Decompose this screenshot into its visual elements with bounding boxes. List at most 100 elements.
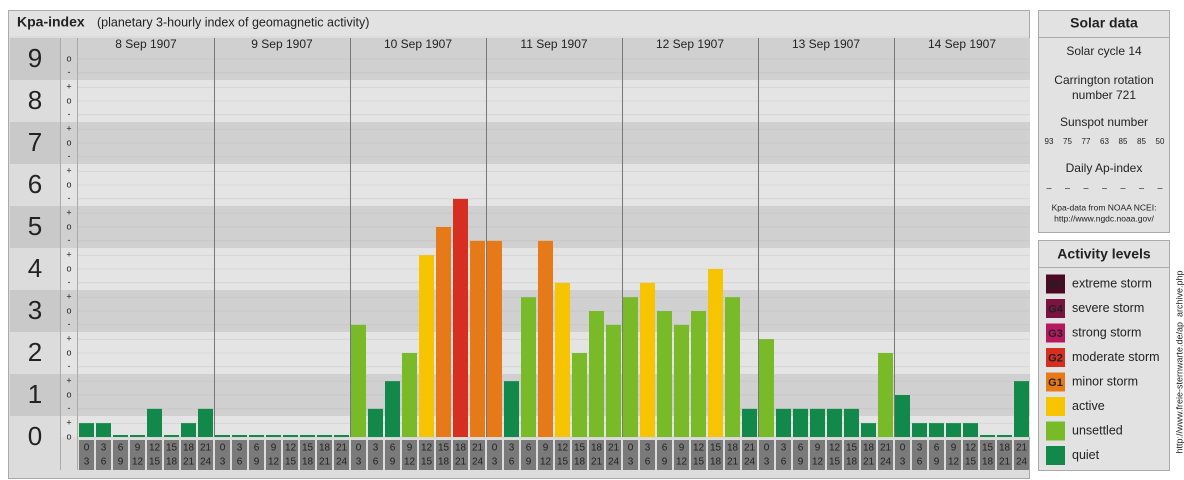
- hour-end: 21: [319, 457, 331, 468]
- legend-swatch: [1046, 446, 1065, 465]
- hour-end: 12: [948, 457, 960, 468]
- hour-box: [215, 440, 230, 470]
- hour-box: [436, 440, 451, 470]
- y-tick-label: 8: [28, 85, 42, 115]
- bar: [436, 227, 451, 437]
- bar: [844, 408, 859, 437]
- bar: [470, 240, 485, 437]
- legend-swatch: [1046, 323, 1065, 343]
- hour-box: [708, 440, 723, 470]
- legend-swatch: [1046, 397, 1065, 416]
- hour-end: 12: [676, 457, 688, 468]
- legend-label: active: [1072, 399, 1105, 413]
- hour-end: 18: [574, 457, 586, 468]
- day-label: 12 Sep 1907: [656, 37, 724, 51]
- title-bar: [9, 11, 1029, 36]
- bar: [878, 353, 893, 437]
- hour-box: [164, 440, 179, 470]
- hour-end: 6: [917, 457, 923, 468]
- hour-start: 18: [183, 443, 195, 454]
- hour-start: 15: [302, 443, 314, 454]
- hour-box: [266, 440, 281, 470]
- hour-start: 21: [744, 443, 756, 454]
- bar: [351, 324, 366, 437]
- bar: [946, 423, 961, 437]
- legend-code: G1: [1048, 377, 1063, 389]
- hour-box: [181, 440, 196, 470]
- hour-box: [419, 440, 434, 470]
- sunspot-value: 85: [1119, 137, 1128, 146]
- hour-start: 21: [880, 443, 892, 454]
- hour-end: 3: [764, 457, 770, 468]
- hour-start: 21: [472, 443, 484, 454]
- hour-box: [963, 440, 978, 470]
- hour-start: 18: [591, 443, 603, 454]
- sunspot-value: 75: [1063, 137, 1072, 146]
- hour-start: 9: [815, 443, 821, 454]
- hour-start: 9: [951, 443, 957, 454]
- hour-end: 24: [608, 457, 620, 468]
- bar: [283, 435, 298, 437]
- hour-end: 15: [829, 457, 841, 468]
- minor-tick-label: +: [66, 82, 71, 92]
- minor-tick-label: o: [66, 221, 71, 231]
- hour-box: [555, 440, 570, 470]
- hour-end: 3: [900, 457, 906, 468]
- hour-start: 18: [999, 443, 1011, 454]
- hour-start: 21: [200, 443, 212, 454]
- band: [10, 416, 1030, 437]
- legend-swatch: [1046, 348, 1065, 367]
- hour-box: [759, 440, 774, 470]
- hour-box: [810, 440, 825, 470]
- hour-end: 12: [404, 457, 416, 468]
- ap-value: –: [1065, 182, 1070, 192]
- day-label: 11 Sep 1907: [520, 37, 587, 51]
- ap-value: –: [1139, 182, 1144, 192]
- legend-swatch: [1046, 372, 1065, 392]
- hour-start: 18: [319, 443, 331, 454]
- bar: [793, 408, 808, 437]
- day-label: 9 Sep 1907: [251, 37, 313, 51]
- hour-end: 24: [1016, 457, 1028, 468]
- minor-tick-label: o: [66, 389, 71, 399]
- hour-end: 3: [84, 457, 90, 468]
- bar: [606, 324, 621, 437]
- hour-end: 3: [356, 457, 362, 468]
- hour-start: 0: [356, 443, 362, 454]
- bar: [385, 381, 400, 437]
- hour-end: 3: [220, 457, 226, 468]
- hour-start: 18: [863, 443, 875, 454]
- bar: [300, 435, 315, 437]
- hour-start: 15: [166, 443, 178, 454]
- hour-box: [368, 440, 383, 470]
- minor-tick-label: -: [68, 67, 71, 77]
- hour-box: [657, 440, 672, 470]
- hour-start: 9: [407, 443, 413, 454]
- source: http://www.ngdc.noaa.gov/: [1054, 213, 1154, 223]
- hour-end: 9: [662, 457, 668, 468]
- hour-box: [861, 440, 876, 470]
- hour-start: 3: [101, 443, 107, 454]
- hour-end: 9: [118, 457, 124, 468]
- legend-label: severe storm: [1072, 301, 1144, 315]
- ap-title: Daily Ap-index: [1066, 161, 1143, 175]
- bar: [1014, 381, 1029, 437]
- y-tick-label: 5: [28, 211, 42, 241]
- hour-box: [776, 440, 791, 470]
- hour-box: [946, 440, 961, 470]
- hour-end: 6: [237, 457, 243, 468]
- bar: [96, 423, 111, 437]
- bar: [453, 198, 468, 437]
- solar-cycle: Solar cycle 14: [1066, 44, 1142, 58]
- minor-tick-label: -: [68, 361, 71, 371]
- minor-tick-label: +: [66, 208, 71, 218]
- ap-value: –: [1120, 182, 1125, 192]
- bar: [113, 435, 128, 437]
- bar: [334, 435, 349, 437]
- hour-box: [895, 440, 910, 470]
- legend-code: G3: [1048, 328, 1063, 340]
- hour-end: 9: [934, 457, 940, 468]
- bar: [555, 282, 570, 437]
- hour-box: [113, 440, 128, 470]
